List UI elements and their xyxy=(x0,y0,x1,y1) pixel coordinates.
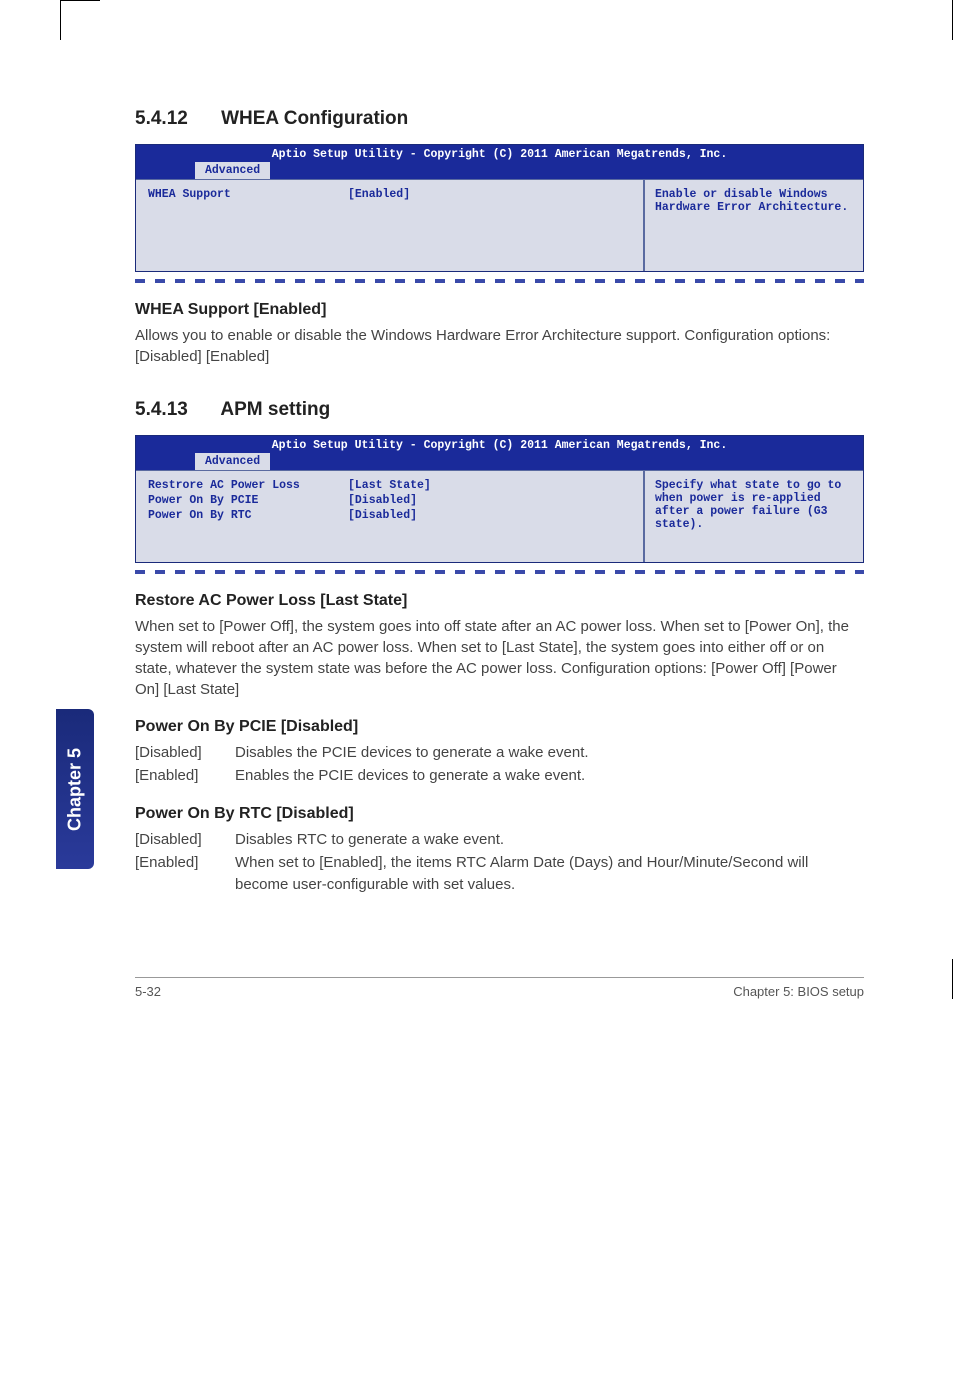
crop-mark xyxy=(60,0,100,40)
bios-bottom-dashes xyxy=(135,279,864,283)
bios-header-title: Aptio Setup Utility - Copyright (C) 2011… xyxy=(136,147,863,161)
bios-row-label: WHEA Support xyxy=(148,188,348,201)
bios-row: Power On By RTC [Disabled] xyxy=(148,509,631,522)
bios-row-value: [Last State] xyxy=(348,479,631,492)
bios-bottom-dashes xyxy=(135,570,864,574)
bios-row-value: [Enabled] xyxy=(348,188,631,201)
bios-tab-advanced: Advanced xyxy=(194,161,271,179)
option-row: [Disabled] Disables RTC to generate a wa… xyxy=(135,829,864,852)
option-key: [Disabled] xyxy=(135,829,235,852)
setting-title: WHEA Support [Enabled] xyxy=(135,301,864,319)
option-value: When set to [Enabled], the items RTC Ala… xyxy=(235,852,864,897)
option-row: [Enabled] Enables the PCIE devices to ge… xyxy=(135,765,864,788)
bios-settings-area: WHEA Support [Enabled] xyxy=(136,180,643,271)
page-number: 5-32 xyxy=(135,984,161,999)
option-row: [Enabled] When set to [Enabled], the ite… xyxy=(135,852,864,897)
bios-panel-apm: Aptio Setup Utility - Copyright (C) 2011… xyxy=(135,435,864,563)
option-key: [Enabled] xyxy=(135,852,235,897)
bios-help-area: Enable or disable Windows Hardware Error… xyxy=(643,180,863,271)
setting-body: When set to [Power Off], the system goes… xyxy=(135,616,864,700)
bios-header-title: Aptio Setup Utility - Copyright (C) 2011… xyxy=(136,438,863,452)
section-heading-apm: 5.4.13 APM setting xyxy=(135,399,864,421)
section-number: 5.4.13 xyxy=(135,399,188,421)
footer-chapter-label: Chapter 5: BIOS setup xyxy=(733,984,864,999)
section-title-text: WHEA Configuration xyxy=(221,108,408,129)
option-key: [Disabled] xyxy=(135,742,235,765)
option-value: Disables the PCIE devices to generate a … xyxy=(235,742,864,765)
option-value: Enables the PCIE devices to generate a w… xyxy=(235,765,864,788)
page-content: 5.4.12 WHEA Configuration Aptio Setup Ut… xyxy=(0,60,954,897)
option-key: [Enabled] xyxy=(135,765,235,788)
bios-row-label: Restrore AC Power Loss xyxy=(148,479,348,492)
option-value: Disables RTC to generate a wake event. xyxy=(235,829,864,852)
bios-body: Restrore AC Power Loss [Last State] Powe… xyxy=(136,470,863,562)
bios-row-value: [Disabled] xyxy=(348,509,631,522)
bios-row-label: Power On By PCIE xyxy=(148,494,348,507)
setting-title: Power On By PCIE [Disabled] xyxy=(135,718,864,736)
option-row: [Disabled] Disables the PCIE devices to … xyxy=(135,742,864,765)
bios-tab-advanced: Advanced xyxy=(194,452,271,470)
bios-header: Aptio Setup Utility - Copyright (C) 2011… xyxy=(136,436,863,470)
bios-row-value: [Disabled] xyxy=(348,494,631,507)
bios-panel-whea: Aptio Setup Utility - Copyright (C) 2011… xyxy=(135,144,864,272)
setting-body: Allows you to enable or disable the Wind… xyxy=(135,325,864,367)
bios-row-label: Power On By RTC xyxy=(148,509,348,522)
section-title-text: APM setting xyxy=(220,399,330,420)
bios-row: Power On By PCIE [Disabled] xyxy=(148,494,631,507)
page-footer: 5-32 Chapter 5: BIOS setup xyxy=(135,977,864,999)
option-table: [Disabled] Disables RTC to generate a wa… xyxy=(135,829,864,897)
bios-body: WHEA Support [Enabled] Enable or disable… xyxy=(136,179,863,271)
setting-title: Power On By RTC [Disabled] xyxy=(135,805,864,823)
bios-row: Restrore AC Power Loss [Last State] xyxy=(148,479,631,492)
section-heading-whea: 5.4.12 WHEA Configuration xyxy=(135,108,864,130)
chapter-side-tab: Chapter 5 xyxy=(56,709,94,869)
bios-header: Aptio Setup Utility - Copyright (C) 2011… xyxy=(136,145,863,179)
bios-help-area: Specify what state to go to when power i… xyxy=(643,471,863,562)
bios-row: WHEA Support [Enabled] xyxy=(148,188,631,201)
section-number: 5.4.12 xyxy=(135,108,188,130)
setting-title: Restore AC Power Loss [Last State] xyxy=(135,592,864,610)
bios-settings-area: Restrore AC Power Loss [Last State] Powe… xyxy=(136,471,643,562)
option-table: [Disabled] Disables the PCIE devices to … xyxy=(135,742,864,787)
